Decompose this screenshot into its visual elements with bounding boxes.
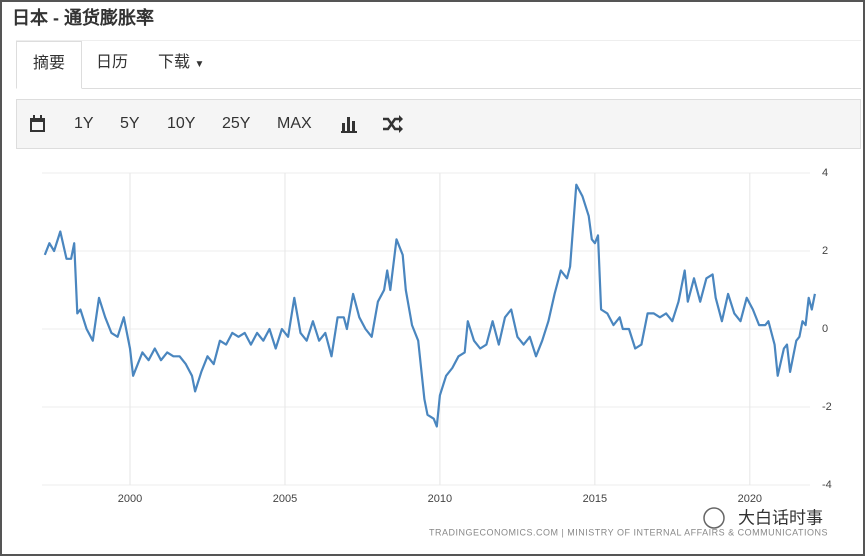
tab-label: 下载 bbox=[158, 54, 191, 71]
shuffle-icon[interactable] bbox=[382, 115, 404, 133]
tab[interactable]: 摘要 bbox=[16, 41, 83, 89]
y-tick-label: 4 bbox=[822, 167, 828, 179]
y-tick-label: -2 bbox=[822, 401, 832, 413]
toolbar: 1Y 5Y 10Y 25Y MAX bbox=[16, 99, 861, 149]
source-note: TRADINGECONOMICS.COM | MINISTRY OF INTER… bbox=[429, 527, 828, 537]
y-tick-label: 0 bbox=[822, 323, 828, 335]
x-tick-label: 2015 bbox=[583, 493, 607, 505]
tab-bar: 摘要 日历 下载 ▼ bbox=[16, 40, 861, 89]
range-button[interactable]: 5Y bbox=[120, 115, 140, 132]
x-tick-label: 2020 bbox=[738, 493, 762, 505]
tab[interactable]: 日历 bbox=[96, 54, 129, 71]
range-button[interactable]: MAX bbox=[277, 115, 312, 132]
chart: TRADINGECONOMICS.COM | MINISTRY OF INTER… bbox=[42, 167, 832, 537]
page-title: 日本 - 通货膨胀率 bbox=[12, 8, 154, 28]
data-line bbox=[43, 183, 816, 428]
y-tick-label: 2 bbox=[822, 245, 828, 257]
watermark-icon bbox=[703, 507, 725, 529]
range-button[interactable]: 10Y bbox=[167, 115, 196, 132]
bar-chart-icon[interactable] bbox=[340, 115, 358, 133]
watermark: 大白话时事 bbox=[738, 508, 823, 527]
x-tick-label: 2005 bbox=[273, 493, 297, 505]
y-tick-label: -4 bbox=[822, 479, 832, 491]
range-button[interactable]: 1Y bbox=[74, 115, 94, 132]
x-tick-label: 2010 bbox=[428, 493, 452, 505]
x-tick-label: 2000 bbox=[118, 493, 142, 505]
calendar-icon[interactable] bbox=[29, 115, 47, 133]
range-button[interactable]: 25Y bbox=[222, 115, 251, 132]
caret: ▼ bbox=[194, 59, 205, 70]
tab[interactable]: 下载 ▼ bbox=[142, 41, 220, 87]
